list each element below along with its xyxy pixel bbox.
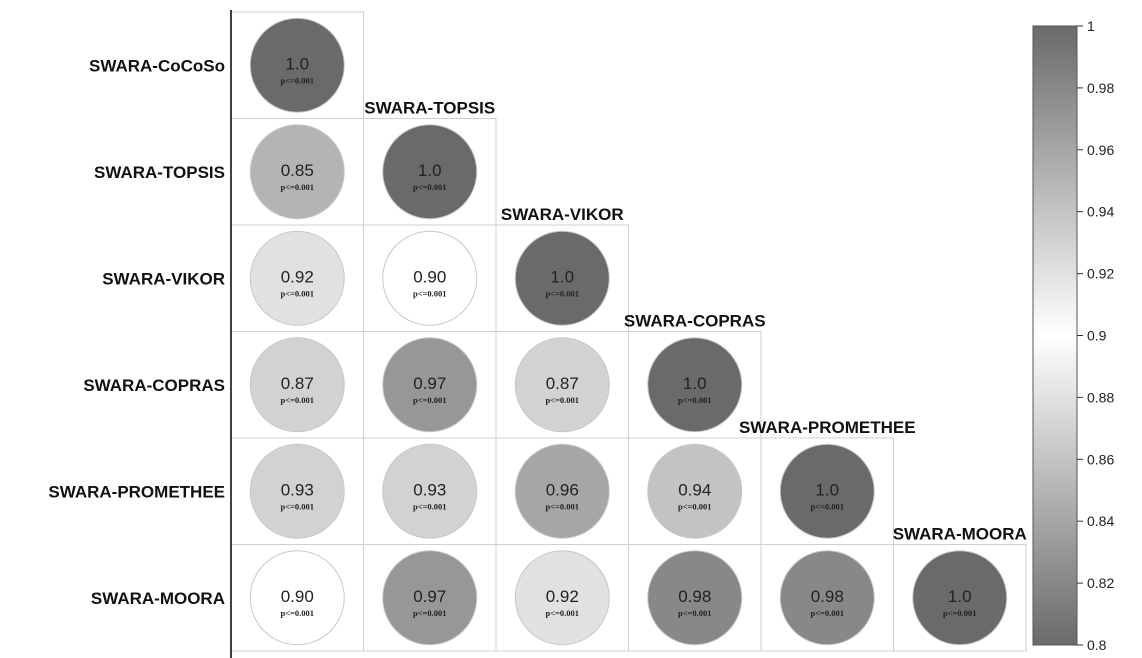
p-value-label: p<=0.001 (545, 395, 579, 405)
p-value-label: p<=0.001 (545, 608, 579, 618)
colorbar-tick-label: 0.9 (1087, 328, 1107, 344)
value-label: 0.85 (281, 161, 314, 180)
value-label: 1.0 (815, 480, 839, 499)
col-label-swara-vikor: SWARA-VIKOR (501, 205, 624, 224)
p-value-label: p<=0.001 (810, 501, 844, 511)
colorbar-gradient (1032, 25, 1078, 646)
corr-circle-swara-moora-swara-cocoso (249, 550, 345, 646)
corr-circle-swara-moora-swara-vikor (514, 550, 610, 646)
colorbar-tick-label: 0.98 (1087, 80, 1114, 96)
corr-circle-swara-moora-swara-topsis (382, 550, 478, 646)
value-label: 0.97 (413, 374, 446, 393)
value-label: 1.0 (285, 54, 309, 73)
colorbar-ticks: 1 0.98 0.96 0.94 0.92 0.9 0.88 0.86 0.84 0.82 0.8 (1077, 18, 1114, 653)
col-label-swara-moora: SWARA-MOORA (893, 525, 1027, 544)
corr-circle-swara-moora-swara-moora (912, 550, 1008, 646)
value-label: 0.98 (678, 587, 711, 606)
axes (230, 10, 232, 658)
value-label: 1.0 (683, 374, 707, 393)
corr-circle-swara-promethee-swara-topsis (382, 443, 478, 539)
value-label: 0.90 (281, 587, 314, 606)
p-value-label: p<=0.001 (545, 501, 579, 511)
row-label-swara-cocoso: SWARA-CoCoSo (89, 56, 225, 75)
value-label: 1.0 (550, 267, 574, 286)
p-value-label: p<=0.001 (413, 182, 447, 192)
p-value-label: p<=0.001 (413, 288, 447, 298)
value-label: 0.92 (281, 267, 314, 286)
variable-labels: SWARA-CoCoSo SWARA-TOPSIS SWARA-TOPSIS SWAR… (48, 56, 1026, 608)
corr-circle-swara-topsis-swara-topsis (382, 124, 478, 220)
p-value-label: p<=0.001 (545, 288, 579, 298)
corr-circle-swara-copras-swara-vikor (514, 337, 610, 433)
value-label: 0.92 (546, 587, 579, 606)
row-label-swara-copras: SWARA-COPRAS (83, 376, 225, 395)
corr-circle-swara-vikor-swara-topsis (382, 230, 478, 326)
col-label-swara-topsis: SWARA-TOPSIS (364, 99, 495, 118)
colorbar-tick-label: 0.84 (1087, 513, 1114, 529)
value-label: 0.98 (811, 587, 844, 606)
p-value-label: p<=0.001 (280, 182, 314, 192)
colorbar-tick-label: 1 (1087, 18, 1095, 34)
row-label-swara-vikor: SWARA-VIKOR (102, 269, 225, 288)
corr-circle-swara-cocoso-swara-cocoso (249, 17, 345, 113)
p-value-label: p<=0.001 (280, 608, 314, 618)
value-label: 0.94 (678, 480, 711, 499)
col-label-swara-copras: SWARA-COPRAS (624, 312, 766, 331)
p-value-label: p<=0.001 (810, 608, 844, 618)
corr-circle-swara-vikor-swara-vikor (514, 230, 610, 326)
row-label-swara-moora: SWARA-MOORA (91, 589, 225, 608)
corr-circle-swara-topsis-swara-cocoso (249, 124, 345, 220)
value-label: 0.87 (546, 374, 579, 393)
grid-cell (893, 544, 1027, 652)
correlation-circles: 1.0 p<=0.001 0.85 p<=0.001 1.0 p<=0.001 0.92 p<… (249, 17, 1008, 646)
corr-circle-swara-promethee-swara-promethee (779, 443, 875, 539)
row-label-swara-promethee: SWARA-PROMETHEE (48, 482, 225, 501)
colorbar-tick-label: 0.82 (1087, 575, 1114, 591)
value-label: 1.0 (418, 161, 442, 180)
corr-circle-swara-copras-swara-topsis (382, 337, 478, 433)
corr-circle-swara-moora-swara-copras (647, 550, 743, 646)
colorbar-tick-label: 0.8 (1087, 637, 1107, 653)
corr-circle-swara-promethee-swara-copras (647, 443, 743, 539)
value-label: 0.96 (546, 480, 579, 499)
colorbar-tick-label: 0.86 (1087, 451, 1114, 467)
grid (230, 11, 1027, 652)
p-value-label: p<=0.001 (678, 608, 712, 618)
p-value-label: p<=0.001 (280, 75, 314, 85)
corr-circle-swara-copras-swara-copras (647, 337, 743, 433)
colorbar-tick-label: 0.88 (1087, 389, 1114, 405)
colorbar-tick-label: 0.96 (1087, 142, 1114, 158)
p-value-label: p<=0.001 (413, 501, 447, 511)
p-value-label: p<=0.001 (678, 395, 712, 405)
colorbar-tick-label: 0.94 (1087, 204, 1114, 220)
value-label: 0.93 (413, 480, 446, 499)
p-value-label: p<=0.001 (678, 501, 712, 511)
value-label: 1.0 (948, 587, 972, 606)
col-label-swara-promethee: SWARA-PROMETHEE (739, 418, 916, 437)
corr-circle-swara-promethee-swara-cocoso (249, 443, 345, 539)
corr-circle-swara-vikor-swara-cocoso (249, 230, 345, 326)
corr-circle-swara-moora-swara-promethee (779, 550, 875, 646)
colorbar: 1 0.98 0.96 0.94 0.92 0.9 0.88 0.86 0.84 0.82 0.8 (1032, 18, 1114, 653)
row-label-swara-topsis: SWARA-TOPSIS (94, 163, 225, 182)
value-label: 0.90 (413, 267, 446, 286)
corr-circle-swara-copras-swara-cocoso (249, 337, 345, 433)
p-value-label: p<=0.001 (413, 395, 447, 405)
p-value-label: p<=0.001 (280, 395, 314, 405)
value-label: 0.93 (281, 480, 314, 499)
value-label: 0.87 (281, 374, 314, 393)
p-value-label: p<=0.001 (280, 288, 314, 298)
p-value-label: p<=0.001 (280, 501, 314, 511)
corr-circle-swara-promethee-swara-vikor (514, 443, 610, 539)
p-value-label: p<=0.001 (943, 608, 977, 618)
p-value-label: p<=0.001 (413, 608, 447, 618)
colorbar-tick-label: 0.92 (1087, 266, 1114, 282)
value-label: 0.97 (413, 587, 446, 606)
